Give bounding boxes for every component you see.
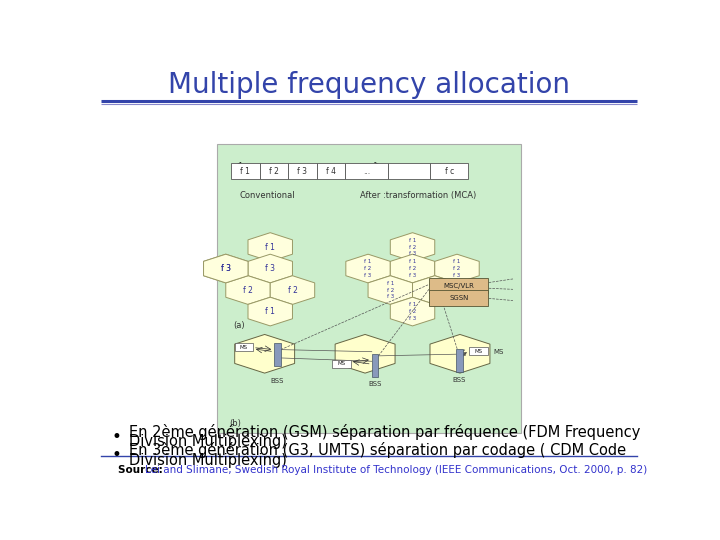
Polygon shape: [270, 276, 315, 305]
Text: f 3: f 3: [221, 264, 231, 273]
Text: f 2: f 2: [269, 167, 279, 176]
Text: Division Multiplexing): Division Multiplexing): [129, 453, 287, 468]
Polygon shape: [248, 233, 292, 261]
Polygon shape: [248, 297, 292, 326]
Text: f 1: f 1: [265, 242, 275, 252]
Text: (b): (b): [230, 419, 241, 428]
FancyBboxPatch shape: [429, 278, 488, 294]
Text: f 1: f 1: [240, 167, 251, 176]
Text: En 3ème génération (G3, UMTS) séparation par codage ( CDM Code: En 3ème génération (G3, UMTS) séparation…: [129, 442, 626, 458]
Polygon shape: [204, 254, 248, 283]
FancyBboxPatch shape: [456, 349, 463, 372]
Text: BSS: BSS: [271, 378, 284, 384]
Text: Division Multiplexing): Division Multiplexing): [129, 435, 287, 449]
Text: Multiple frequency allocation: Multiple frequency allocation: [168, 71, 570, 99]
Text: Lei and Slimane, Swedish Royal Institute of Technology (IEEE Communications, Oct: Lei and Slimane, Swedish Royal Institute…: [145, 465, 647, 475]
FancyBboxPatch shape: [372, 354, 379, 377]
FancyBboxPatch shape: [235, 343, 253, 352]
Text: SGSN: SGSN: [449, 295, 469, 301]
Text: f 1
f 2
f 3: f 1 f 2 f 3: [454, 259, 461, 278]
Text: (a): (a): [233, 321, 245, 330]
Text: MS: MS: [474, 349, 482, 354]
Polygon shape: [430, 334, 490, 373]
FancyBboxPatch shape: [231, 163, 260, 179]
Text: En 2ème génération (GSM) séparation par fréquence (FDM Frequency: En 2ème génération (GSM) séparation par …: [129, 423, 640, 440]
Text: f 1
f 2
f 3: f 1 f 2 f 3: [364, 259, 372, 278]
FancyBboxPatch shape: [317, 163, 345, 179]
Text: f 2: f 2: [243, 286, 253, 294]
Polygon shape: [390, 297, 435, 326]
Text: f 1
f 2
f 3: f 1 f 2 f 3: [409, 259, 416, 278]
Text: f 1
f 2
f 3: f 1 f 2 f 3: [409, 302, 416, 321]
Polygon shape: [226, 276, 270, 305]
Text: MS: MS: [337, 361, 345, 366]
Polygon shape: [335, 334, 395, 373]
Text: BSS: BSS: [453, 377, 466, 383]
Polygon shape: [368, 276, 413, 305]
Text: After :transformation (MCA): After :transformation (MCA): [360, 191, 476, 200]
FancyBboxPatch shape: [345, 163, 388, 179]
Polygon shape: [435, 254, 480, 283]
Text: Source:: Source:: [118, 465, 166, 475]
Text: MS: MS: [240, 345, 248, 349]
Polygon shape: [390, 233, 435, 261]
Text: f 1: f 1: [265, 307, 275, 316]
Text: •: •: [111, 447, 121, 464]
Text: f 2: f 2: [287, 286, 297, 294]
FancyBboxPatch shape: [332, 360, 351, 368]
Text: f 1
f 2
f 3: f 1 f 2 f 3: [387, 281, 394, 299]
Text: Conventional: Conventional: [240, 191, 295, 200]
Text: •: •: [111, 428, 121, 445]
FancyBboxPatch shape: [388, 163, 431, 179]
Polygon shape: [248, 254, 292, 283]
Text: f 1
f 2
f 3: f 1 f 2 f 3: [431, 281, 438, 299]
Text: f 4: f 4: [326, 167, 336, 176]
Text: ...: ...: [363, 167, 370, 176]
Text: f 3: f 3: [297, 167, 307, 176]
Text: BSS: BSS: [369, 381, 382, 387]
Polygon shape: [346, 254, 390, 283]
FancyBboxPatch shape: [260, 163, 288, 179]
Text: f c: f c: [445, 167, 454, 176]
FancyBboxPatch shape: [217, 144, 521, 433]
Text: f 3: f 3: [265, 264, 275, 273]
Text: f 3: f 3: [221, 264, 231, 273]
Polygon shape: [413, 276, 457, 305]
Text: f 1
f 2
f 3: f 1 f 2 f 3: [409, 238, 416, 256]
Polygon shape: [390, 254, 435, 283]
Polygon shape: [235, 334, 294, 373]
FancyBboxPatch shape: [469, 347, 488, 355]
FancyBboxPatch shape: [431, 163, 469, 179]
Text: MS: MS: [493, 349, 503, 355]
FancyBboxPatch shape: [274, 343, 281, 366]
FancyBboxPatch shape: [429, 290, 488, 306]
FancyBboxPatch shape: [288, 163, 317, 179]
Polygon shape: [204, 254, 248, 283]
Text: MSC/VLR: MSC/VLR: [444, 282, 474, 288]
